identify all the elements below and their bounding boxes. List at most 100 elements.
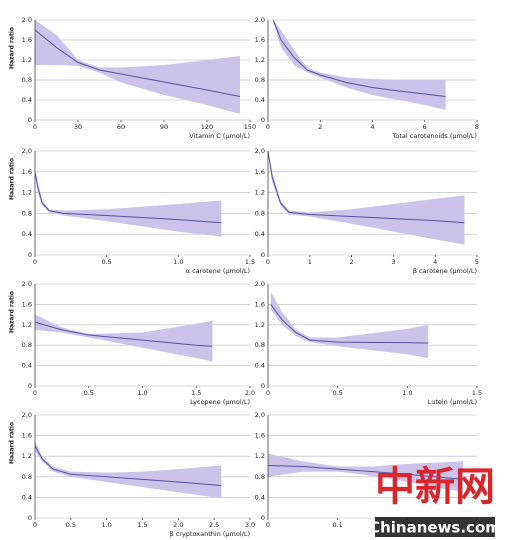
y-tick-label: 1.2 bbox=[255, 56, 265, 64]
panel: 0 0.4 0.8 1.2 1.6 2.0 0 1 2 3 4 5β carotene (μmol/L… bbox=[255, 147, 479, 275]
x-axis-label: β carotene (μmol/L) bbox=[413, 267, 477, 275]
plot-area bbox=[35, 314, 213, 362]
x-axis-label: Total carotenoids (μmol/L) bbox=[392, 132, 477, 140]
y-tick-label: 0.4 bbox=[255, 230, 265, 238]
x-tick-label: 0 bbox=[33, 123, 37, 131]
x-tick-label: 3.0 bbox=[245, 521, 255, 529]
x-tick-label: 2.0 bbox=[245, 389, 255, 397]
y-tick-label: 0 bbox=[261, 116, 265, 124]
plot-area bbox=[35, 440, 222, 499]
plot-area bbox=[268, 151, 465, 245]
x-tick-label: 8 bbox=[475, 123, 479, 131]
y-tick-label: 0.4 bbox=[255, 96, 265, 104]
y-tick-label: 1.6 bbox=[255, 432, 265, 440]
y-tick-label: 0.4 bbox=[22, 493, 32, 501]
watermark-bg bbox=[375, 517, 495, 537]
hazard-curve bbox=[268, 464, 464, 480]
x-tick-label: 1.5 bbox=[191, 389, 201, 397]
watermark-site: Chinanews.com bbox=[369, 519, 501, 537]
y-tick-label: 1.6 bbox=[255, 168, 265, 176]
y-tick-label: 0 bbox=[28, 514, 32, 522]
y-tick-label: 2.0 bbox=[255, 147, 265, 155]
confidence-band bbox=[35, 169, 222, 237]
y-tick-label: 1.2 bbox=[255, 452, 265, 460]
x-tick-label: 1.5 bbox=[137, 521, 147, 529]
y-tick-label: 1.2 bbox=[255, 321, 265, 329]
x-tick-label: 30 bbox=[74, 123, 82, 131]
x-tick-label: 4 bbox=[433, 258, 437, 266]
hazard-curve bbox=[35, 445, 222, 487]
hazard-curve bbox=[270, 304, 429, 344]
hazard-curve bbox=[35, 321, 213, 347]
y-tick-label: 0.8 bbox=[255, 209, 265, 217]
y-tick-label: 0 bbox=[261, 382, 265, 390]
plot-area bbox=[35, 20, 241, 114]
x-tick-label: 0.5 bbox=[332, 389, 342, 397]
y-tick-label: 0.8 bbox=[22, 76, 32, 84]
x-axis-label: β cryptoxanthin (μmol/L) bbox=[169, 530, 250, 538]
x-tick-label: 0 bbox=[33, 389, 37, 397]
confidence-band bbox=[268, 453, 464, 493]
x-tick-label: 60 bbox=[117, 123, 125, 131]
x-tick-label: 1.0 bbox=[137, 389, 147, 397]
x-tick-label: 1.5 bbox=[245, 258, 255, 266]
x-tick-label: 2 bbox=[350, 258, 354, 266]
y-tick-label: 0.4 bbox=[22, 230, 32, 238]
y-tick-label: 1.2 bbox=[255, 189, 265, 197]
y-tick-label: 0.4 bbox=[255, 362, 265, 370]
hazard-curve bbox=[268, 151, 465, 224]
x-tick-label: 0 bbox=[266, 258, 270, 266]
x-tick-label: 0 bbox=[266, 389, 270, 397]
y-axis-label: Hazard ratio bbox=[9, 158, 16, 200]
x-tick-label: 1.0 bbox=[402, 389, 412, 397]
y-tick-label: 1.2 bbox=[22, 189, 32, 197]
hazard-curve bbox=[35, 171, 222, 224]
y-tick-label: 0.8 bbox=[22, 341, 32, 349]
y-axis-label: Hazard ratio bbox=[9, 27, 16, 69]
hazard-curve bbox=[35, 29, 241, 97]
y-tick-label: 2.0 bbox=[255, 16, 265, 24]
confidence-band bbox=[35, 20, 240, 114]
plot-area bbox=[35, 169, 222, 237]
x-tick-label: 2.5 bbox=[209, 521, 219, 529]
y-tick-label: 0.4 bbox=[22, 96, 32, 104]
y-tick-label: 0.8 bbox=[22, 209, 32, 217]
y-tick-label: 0 bbox=[28, 116, 32, 124]
y-tick-label: 0.8 bbox=[255, 76, 265, 84]
y-tick-label: 2.0 bbox=[255, 280, 265, 288]
x-tick-label: 0 bbox=[266, 123, 270, 131]
y-tick-label: 1.6 bbox=[255, 300, 265, 308]
y-tick-label: 0.4 bbox=[255, 493, 265, 501]
y-tick-label: 2.0 bbox=[255, 411, 265, 419]
plot-area bbox=[268, 453, 464, 493]
y-axis-label: Hazard ratio bbox=[9, 291, 16, 333]
x-tick-label: 1 bbox=[308, 258, 312, 266]
y-tick-label: 1.2 bbox=[22, 56, 32, 64]
x-tick-label: 6 bbox=[423, 123, 427, 131]
y-tick-label: 1.6 bbox=[255, 36, 265, 44]
x-tick-label: 1.5 bbox=[472, 389, 482, 397]
x-tick-label: 2 bbox=[318, 123, 322, 131]
y-tick-label: 1.6 bbox=[22, 36, 32, 44]
x-tick-label: 2.0 bbox=[173, 521, 183, 529]
y-tick-label: 0.8 bbox=[255, 341, 265, 349]
plot-area bbox=[270, 291, 429, 358]
y-tick-label: 0.8 bbox=[255, 473, 265, 481]
x-tick-label: 150 bbox=[244, 123, 256, 131]
confidence-band bbox=[35, 440, 222, 499]
x-tick-label: 0.5 bbox=[101, 258, 111, 266]
y-tick-label: 1.6 bbox=[22, 300, 32, 308]
x-tick-label: 4 bbox=[370, 123, 374, 131]
x-tick-label: 0.5 bbox=[84, 389, 94, 397]
x-tick-label: 120 bbox=[201, 123, 213, 131]
hazard-curve bbox=[272, 20, 446, 97]
y-tick-label: 0 bbox=[28, 251, 32, 259]
x-tick-label: 3 bbox=[391, 258, 395, 266]
x-tick-label: 0 bbox=[33, 521, 37, 529]
x-tick-label: 90 bbox=[160, 123, 168, 131]
